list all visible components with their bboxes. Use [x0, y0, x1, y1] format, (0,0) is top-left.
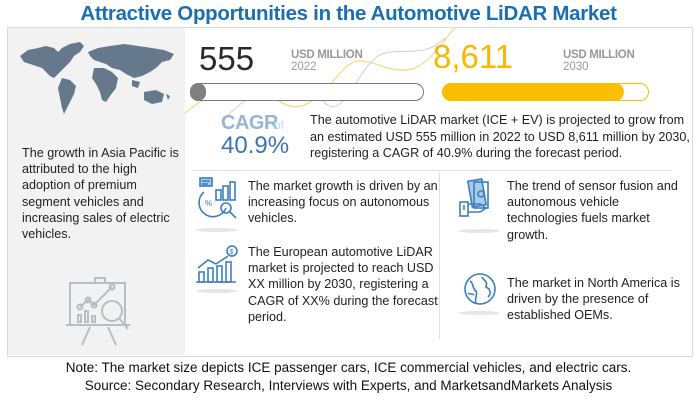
world-map-icon — [20, 42, 174, 114]
icon-shadow — [196, 289, 238, 293]
market-value-2022: 555 — [199, 40, 255, 77]
asia-pacific-text: The growth in Asia Pacific is attributed… — [22, 146, 179, 242]
page-title: Attractive Opportunities in the Automoti… — [80, 2, 617, 25]
year-label-2022: 2022 — [291, 61, 317, 73]
unit-label-2030: USD MILLION — [563, 49, 635, 61]
footer-note: Note: The market size depicts ICE passen… — [65, 360, 632, 375]
divider-horizontal — [192, 170, 672, 171]
card-north-america-text: The market in North America is driven by… — [507, 276, 680, 323]
svg-text:$: $ — [230, 249, 234, 256]
cagr-value: 40.9% — [221, 132, 290, 159]
card-autonomous-text: The market growth is driven by an increa… — [248, 179, 438, 226]
analytics-percent-icon: % — [198, 177, 237, 219]
market-value-2030: 8,611 — [433, 38, 514, 75]
year-label-2030: 2030 — [563, 61, 589, 73]
presentation-analytics-icon — [66, 277, 130, 346]
icon-shadow — [196, 228, 238, 232]
icon-shadow — [458, 311, 500, 315]
growth-chart-dollar-icon: $ — [196, 245, 238, 283]
footer-source: Source: Secondary Research, Interviews w… — [84, 378, 613, 393]
card-sensor-fusion-text: The trend of sensor fusion and autonomou… — [507, 179, 678, 242]
globe-icon — [464, 273, 496, 305]
icon-shadow — [458, 229, 500, 233]
svg-text:%: % — [205, 199, 212, 208]
cagr-of-label: of — [274, 118, 285, 132]
progress-bar-2030 — [442, 83, 649, 101]
cagr-label: CAGR — [221, 112, 278, 134]
hand-money-icon — [459, 178, 489, 217]
market-summary-text: The automotive LiDAR market (ICE + EV) i… — [310, 113, 690, 160]
card-europe-text: The European automotive LiDAR market is … — [248, 245, 438, 324]
divider-vertical — [439, 172, 440, 339]
progress-fill-2022 — [190, 83, 207, 101]
progress-bar-2022 — [190, 83, 424, 101]
progress-fill-2030 — [442, 83, 625, 101]
unit-label-2022: USD MILLION — [291, 49, 363, 61]
